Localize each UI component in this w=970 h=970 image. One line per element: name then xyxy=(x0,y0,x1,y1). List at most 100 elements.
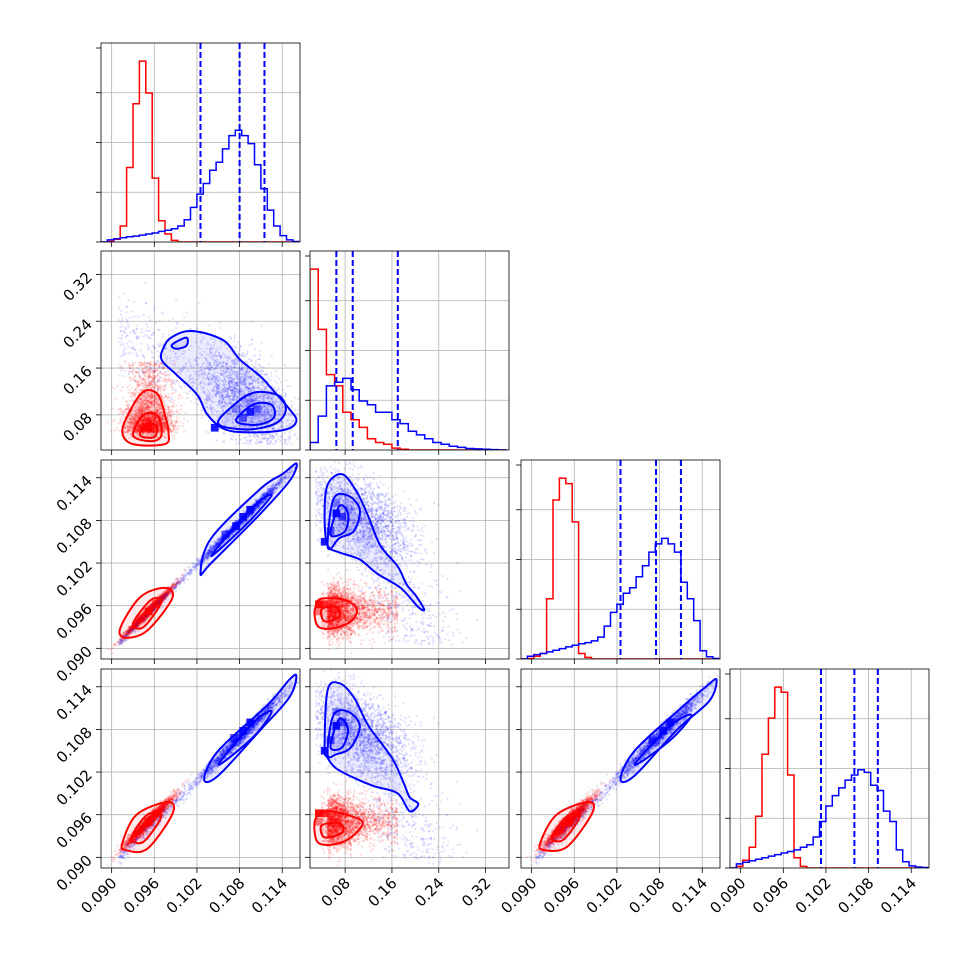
sample-point xyxy=(146,418,150,421)
sample-point xyxy=(139,364,142,367)
sample-point xyxy=(228,335,231,338)
sample-point xyxy=(156,409,159,412)
sample-point xyxy=(166,378,169,381)
sample-point xyxy=(142,382,145,385)
sample-point xyxy=(146,431,149,434)
sample-point xyxy=(124,426,127,429)
sample-point xyxy=(236,403,239,406)
sample-point xyxy=(188,379,191,382)
sample-point xyxy=(134,409,138,412)
sample-point xyxy=(215,361,218,364)
sample-point xyxy=(141,364,145,367)
sample-point xyxy=(161,312,164,315)
sample-point xyxy=(152,377,155,380)
sample-point xyxy=(149,416,152,419)
sample-point xyxy=(280,435,283,438)
sample-point xyxy=(153,332,156,335)
sample-point xyxy=(162,425,165,428)
sample-point xyxy=(220,391,223,394)
sample-point xyxy=(147,383,150,386)
sample-point xyxy=(126,429,129,432)
sample-point xyxy=(166,405,169,408)
sample-point xyxy=(157,378,160,381)
sample-point xyxy=(238,406,241,409)
sample-point xyxy=(130,417,133,420)
sample-point xyxy=(146,379,149,382)
sample-point xyxy=(257,370,260,373)
sample-point xyxy=(222,362,225,365)
sample-point xyxy=(144,367,147,370)
sample-point xyxy=(146,398,149,401)
sample-point xyxy=(229,374,232,377)
sample-point xyxy=(275,381,279,385)
sample-point xyxy=(166,411,169,414)
sample-point xyxy=(147,410,150,413)
sample-point xyxy=(120,416,124,419)
sample-point xyxy=(141,409,144,412)
sample-point xyxy=(253,395,256,398)
sample-point xyxy=(194,341,197,344)
sample-point xyxy=(228,396,231,399)
sample-point xyxy=(129,419,132,422)
sample-point xyxy=(146,418,149,421)
sample-point xyxy=(130,391,133,395)
sample-point xyxy=(209,337,212,340)
sample-point xyxy=(250,382,253,385)
sample-point xyxy=(193,402,196,405)
sample-point xyxy=(157,402,160,405)
sample-point xyxy=(143,415,146,418)
sample-point xyxy=(137,428,140,432)
sample-point xyxy=(138,426,141,429)
sample-point xyxy=(271,409,274,412)
sample-point xyxy=(142,373,145,376)
sample-point xyxy=(142,404,145,407)
sample-point xyxy=(152,415,155,418)
sample-point xyxy=(158,424,161,427)
sample-point xyxy=(131,421,134,424)
sample-point xyxy=(224,390,227,393)
sample-point xyxy=(156,410,159,413)
sample-point xyxy=(133,418,136,422)
sample-point xyxy=(132,418,135,421)
sample-point xyxy=(126,405,129,408)
sample-point xyxy=(131,422,134,425)
sample-point xyxy=(170,401,173,404)
sample-point xyxy=(143,391,146,395)
sample-point xyxy=(173,382,176,385)
sample-point xyxy=(128,437,131,440)
sample-point xyxy=(138,422,141,425)
sample-point xyxy=(138,398,142,401)
sample-point xyxy=(136,336,139,339)
sample-point xyxy=(161,343,164,346)
sample-point xyxy=(144,383,147,386)
sample-point xyxy=(229,375,232,378)
sample-point xyxy=(146,371,149,374)
sample-point xyxy=(139,425,142,428)
sample-point xyxy=(157,404,160,407)
sample-point xyxy=(137,400,140,403)
sample-point xyxy=(155,416,158,419)
sample-point xyxy=(137,430,140,433)
sample-point xyxy=(167,419,170,422)
sample-point xyxy=(134,430,137,433)
sample-point xyxy=(128,421,131,424)
sample-point xyxy=(159,412,162,415)
sample-point xyxy=(139,375,142,378)
sample-point xyxy=(144,380,147,383)
sample-point xyxy=(213,393,216,396)
sample-point xyxy=(162,417,166,420)
sample-point xyxy=(137,398,140,401)
sample-point xyxy=(263,437,266,441)
sample-point xyxy=(132,330,135,333)
histogram-panel-0 xyxy=(100,42,301,243)
sample-point xyxy=(144,281,147,284)
sample-point xyxy=(125,347,128,350)
sample-point xyxy=(152,399,155,402)
sample-point xyxy=(148,419,151,423)
sample-point xyxy=(156,396,159,399)
sample-point xyxy=(154,420,157,423)
sample-point xyxy=(266,442,269,445)
sample-point xyxy=(154,400,157,403)
sample-point xyxy=(144,419,147,422)
sample-point xyxy=(157,424,161,427)
